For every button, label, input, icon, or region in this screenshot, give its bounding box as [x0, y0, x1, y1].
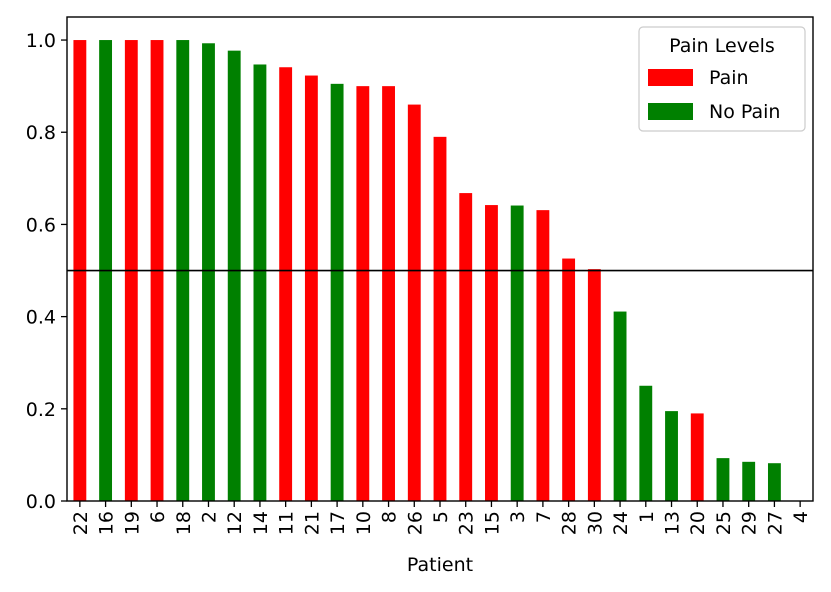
- x-tick-label: 2: [198, 511, 220, 523]
- bar-patient-27: [767, 463, 781, 501]
- x-tick-label: 30: [584, 511, 606, 535]
- x-tick-label: 5: [430, 511, 452, 523]
- x-tick-label: 15: [481, 511, 503, 535]
- x-tick-label: 20: [687, 511, 709, 535]
- x-tick-label: 3: [507, 511, 529, 523]
- legend-label: No Pain: [709, 101, 780, 123]
- bar-patient-11: [279, 67, 293, 502]
- bar-patient-14: [253, 64, 267, 502]
- bar-patient-1: [639, 385, 653, 501]
- legend-title: Pain Levels: [669, 35, 775, 57]
- x-axis: 22 16 19 6 18 2 12 14 11 21 17 10 8 26 5 23 15 3 7 28 30 24 1 1…: [70, 501, 812, 535]
- bar-patient-29: [742, 461, 756, 501]
- x-tick-label: 4: [790, 511, 812, 523]
- bar-patient-10: [356, 86, 370, 502]
- x-tick-label: 6: [147, 511, 169, 523]
- bar-patient-30: [587, 269, 601, 501]
- x-tick-label: 26: [404, 511, 426, 535]
- bar-patient-15: [485, 205, 498, 501]
- x-tick-label: 24: [610, 511, 632, 535]
- x-tick-label: 22: [70, 511, 92, 535]
- legend-swatch-no-pain: [648, 103, 693, 120]
- x-tick-label: 11: [276, 511, 298, 535]
- x-tick-label: 21: [301, 511, 323, 535]
- x-tick-label: 7: [533, 511, 555, 523]
- legend-swatch-pain: [648, 69, 693, 86]
- bar-patient-12: [227, 50, 241, 501]
- y-tick-label: 0.6: [26, 214, 56, 236]
- x-tick-label: 16: [96, 511, 118, 535]
- bar-patient-7: [536, 210, 550, 502]
- bar-patient-3: [510, 205, 524, 501]
- x-tick-label: 12: [224, 511, 246, 535]
- bar-patient-24: [613, 311, 627, 501]
- bar-patient-5: [433, 136, 447, 501]
- x-tick-label: 1: [636, 511, 658, 523]
- x-tick-label: 13: [662, 511, 684, 535]
- x-tick-label: 8: [379, 511, 401, 523]
- y-tick-label: 0.8: [26, 122, 56, 144]
- x-tick-label: 18: [173, 511, 195, 535]
- bar-patient-2: [202, 43, 215, 501]
- bar-patient-28: [562, 258, 576, 501]
- x-axis-title: Patient: [407, 554, 473, 576]
- x-tick-label: 25: [713, 511, 735, 535]
- bar-patient-8: [382, 86, 395, 502]
- x-tick-label: 23: [456, 511, 478, 535]
- y-axis: 0.0 0.2 0.4 0.6 0.8 1.0: [26, 30, 67, 513]
- x-tick-label: 10: [353, 511, 375, 535]
- legend-label: Pain: [709, 67, 749, 89]
- x-tick-label: 19: [121, 511, 143, 535]
- bar-patient-21: [304, 75, 318, 501]
- bar-patient-17: [330, 83, 344, 501]
- x-tick-label: 29: [739, 511, 761, 535]
- y-tick-label: 1.0: [26, 30, 56, 52]
- bar-patient-20: [690, 413, 704, 501]
- y-tick-label: 0.4: [26, 307, 56, 329]
- legend: Pain Levels Pain No Pain: [638, 26, 806, 132]
- y-tick-label: 0.2: [26, 399, 56, 421]
- x-tick-label: 27: [764, 511, 786, 535]
- bar-patient-25: [716, 458, 730, 501]
- bar-patient-13: [665, 411, 678, 501]
- x-tick-label: 14: [250, 511, 272, 535]
- x-tick-label: 17: [327, 511, 349, 535]
- bar-patient-26: [407, 104, 421, 501]
- x-tick-label: 28: [559, 511, 581, 535]
- y-tick-label: 0.0: [26, 491, 56, 513]
- bar-patient-23: [459, 193, 473, 502]
